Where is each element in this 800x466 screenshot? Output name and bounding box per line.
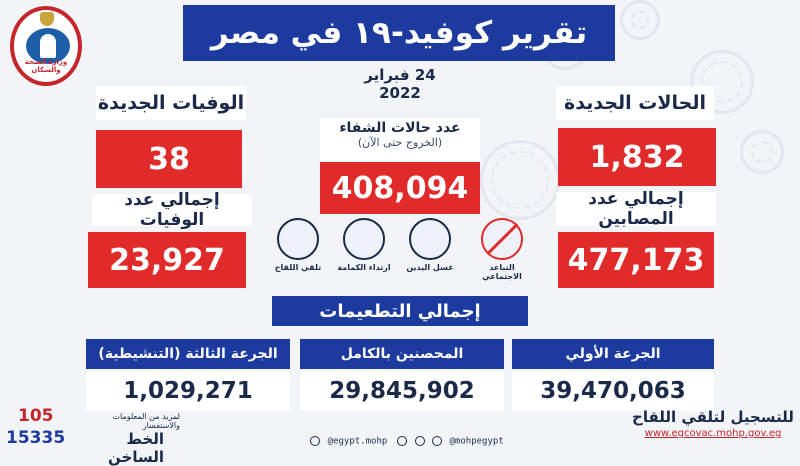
facebook-handle: @egypt.mohp bbox=[327, 436, 388, 447]
hotline-short-number: 105 bbox=[18, 406, 54, 426]
precaution-face-mask: ارتداء الكمامة bbox=[336, 218, 392, 272]
precaution-label: غسل اليدين bbox=[406, 263, 454, 272]
first-dose-value: 39,470,063 bbox=[512, 371, 714, 411]
vaccine-register-label: للتسجيل لتلقي اللقاح bbox=[632, 408, 794, 426]
new-deaths-value: 38 bbox=[96, 130, 242, 188]
hotline-long-number: 15335 bbox=[6, 428, 66, 448]
report-title: تقرير كوفيد-١٩ في مصر bbox=[183, 5, 615, 61]
background-virus-icon bbox=[480, 140, 560, 220]
new-deaths-label: الوفيات الجديدة bbox=[96, 86, 246, 120]
precaution-hand-washing: غسل اليدين bbox=[402, 218, 458, 272]
total-deaths-label: إجمالي عدد الوفيات bbox=[92, 190, 252, 230]
recovered-sublabel: (الخروج حتى الآن) bbox=[357, 136, 443, 149]
social-facebook[interactable]: @egypt.mohp bbox=[310, 435, 388, 447]
recovered-value: 408,094 bbox=[320, 162, 480, 214]
face-mask-icon bbox=[343, 218, 385, 260]
new-cases-label: الحالات الجديدة bbox=[556, 86, 714, 120]
vaccinations-title: إجمالي التطعيمات bbox=[272, 296, 528, 326]
ministry-logo: وزارة الصحة والسكان bbox=[10, 6, 82, 86]
youtube-icon bbox=[432, 435, 443, 446]
background-virus-icon bbox=[740, 130, 784, 174]
family-icon bbox=[26, 28, 70, 64]
social-distancing-icon bbox=[481, 218, 523, 260]
hand-washing-icon bbox=[409, 218, 451, 260]
precaution-label: ارتداء الكمامة bbox=[337, 263, 391, 272]
hotline-block: 105 15335 لمزيد من المعلومات والاستفسار … bbox=[4, 406, 180, 466]
vaccine-register-link[interactable]: www.egcovac.mohp.gov.eg bbox=[644, 428, 782, 439]
hotline-info: لمزيد من المعلومات والاستفسار bbox=[112, 412, 180, 430]
precaution-social-distancing: التباعد الاجتماعي bbox=[474, 218, 530, 281]
twitter-icon bbox=[414, 435, 425, 446]
recovered-label-box: عدد حالات الشفاء (الخروج حتى الآن) bbox=[320, 118, 480, 162]
precaution-vaccine: تلقي اللقاح bbox=[270, 218, 326, 272]
precaution-label: تلقي اللقاح bbox=[274, 263, 322, 272]
total-cases-value: 477,173 bbox=[558, 232, 714, 288]
instagram-icon bbox=[397, 435, 408, 446]
recovered-label: عدد حالات الشفاء bbox=[339, 120, 461, 136]
social-links: @egypt.mohp @mohpegypt bbox=[272, 434, 542, 448]
background-virus-icon bbox=[620, 0, 660, 40]
background-virus-icon bbox=[690, 50, 754, 114]
total-deaths-value: 23,927 bbox=[88, 232, 246, 288]
eagle-icon bbox=[40, 12, 54, 26]
fully-vaccinated-value: 29,845,902 bbox=[300, 371, 504, 411]
logo-text: وزارة الصحة والسكان bbox=[24, 58, 68, 74]
social-other[interactable]: @mohpegypt bbox=[397, 435, 504, 447]
third-dose-value: 1,029,271 bbox=[86, 371, 290, 411]
hotline-label: الخط الساخن bbox=[108, 430, 164, 466]
third-dose-label: الجرعة الثالثة (التنشيطية) bbox=[86, 339, 290, 369]
total-cases-label: إجمالي عدد المصابين bbox=[556, 189, 716, 229]
new-cases-value: 1,832 bbox=[558, 128, 716, 186]
facebook-icon bbox=[310, 435, 321, 446]
vaccine-icon bbox=[277, 218, 319, 260]
fully-vaccinated-label: المحصنين بالكامل bbox=[300, 339, 504, 369]
precaution-label: التباعد الاجتماعي bbox=[482, 263, 522, 281]
social-handle: @mohpegypt bbox=[449, 436, 504, 447]
vaccine-registration: للتسجيل لتلقي اللقاح www.egcovac.mohp.go… bbox=[628, 408, 798, 450]
report-date: 24 فبراير 2022 bbox=[364, 66, 436, 102]
first-dose-label: الجرعة الأولي bbox=[512, 339, 714, 369]
